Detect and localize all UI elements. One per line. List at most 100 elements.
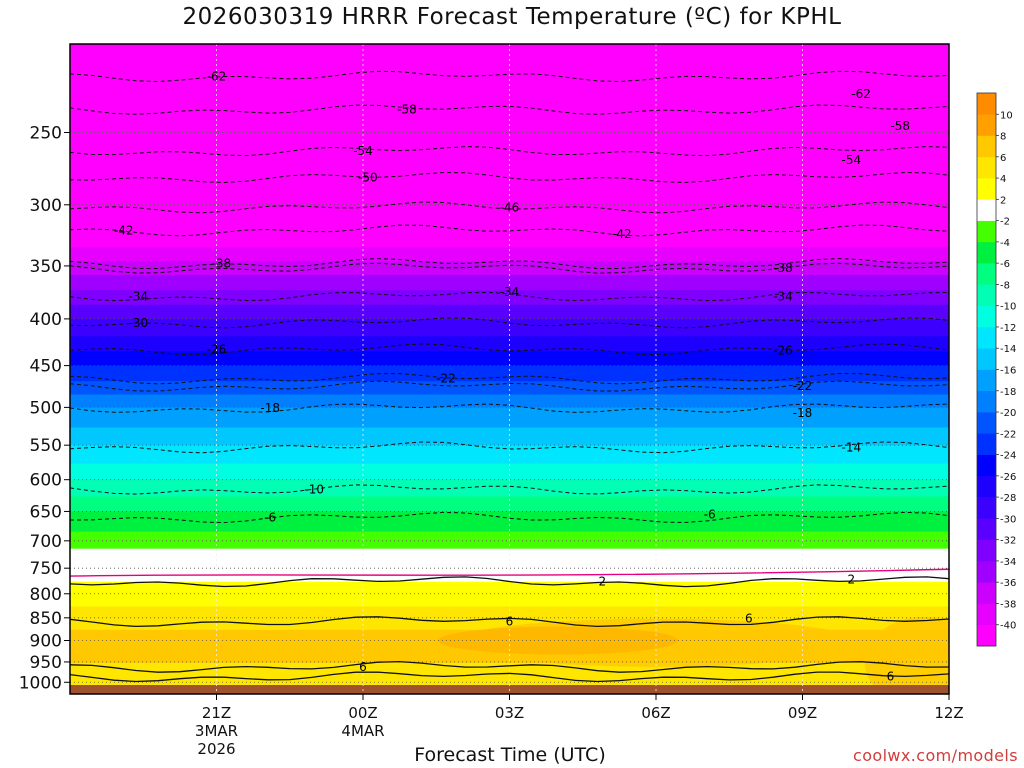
colorbar-bin xyxy=(977,326,996,349)
colorbar-label: -24 xyxy=(1000,451,1016,462)
colorbar-bin xyxy=(977,412,996,434)
temperature-band xyxy=(70,274,949,291)
colorbar-label: -16 xyxy=(1000,366,1016,377)
colorbar-label: -38 xyxy=(1000,599,1016,610)
contour-label: -54 xyxy=(353,144,373,158)
colorbar-bin xyxy=(977,348,996,370)
contour-label: -62 xyxy=(207,69,227,83)
colorbar-bin xyxy=(977,582,996,604)
contour-label: -14 xyxy=(842,440,862,454)
colorbar-label: 6 xyxy=(1000,153,1006,164)
temperature-band xyxy=(70,427,949,446)
y-tick-label: 500 xyxy=(30,398,62,418)
contour-line xyxy=(70,576,949,588)
x-tick-label: 06Z xyxy=(641,704,670,722)
contour-label: 6 xyxy=(359,660,367,674)
y-tick-label: 300 xyxy=(30,196,62,216)
contour-label: 6 xyxy=(887,670,895,684)
x-tick-label: 3MAR xyxy=(195,722,238,740)
colorbar-label: -4 xyxy=(1000,238,1010,249)
chart-title: 2026030319 HRRR Forecast Temperature (ºC… xyxy=(182,4,842,30)
colorbar-label: 2 xyxy=(1000,195,1006,206)
colorbar-bin xyxy=(977,220,996,243)
colorbar-label: -40 xyxy=(1000,621,1016,632)
colorbar-bin xyxy=(977,178,996,200)
temperature-band xyxy=(70,511,949,533)
colorbar-bin xyxy=(977,560,996,583)
colorbar-bin xyxy=(977,518,996,540)
colorbar-label: -34 xyxy=(1000,557,1016,568)
contour-label: -46 xyxy=(500,200,520,214)
contour-label: -6 xyxy=(704,507,716,521)
contour-label: -38 xyxy=(773,261,793,275)
y-tick-label: 550 xyxy=(30,436,62,456)
contour-label: -50 xyxy=(358,170,378,184)
contour-label: -6 xyxy=(264,510,276,524)
y-tick-label: 800 xyxy=(30,585,62,605)
contour-label: 6 xyxy=(745,611,753,625)
contour-line xyxy=(70,616,949,628)
contour-line xyxy=(70,70,949,83)
x-tick-label: 00Z xyxy=(348,704,377,722)
contour-label: -42 xyxy=(114,223,134,237)
contour-line xyxy=(70,372,949,385)
y-tick-label: 250 xyxy=(30,123,62,143)
temperature-band xyxy=(70,261,949,276)
contour-label: -26 xyxy=(207,342,227,356)
contour-label: -34 xyxy=(773,289,793,303)
colorbar-bin xyxy=(977,369,996,392)
contour-label: -42 xyxy=(612,227,632,241)
contour-line xyxy=(70,258,949,270)
x-tick-label: 03Z xyxy=(495,704,524,722)
y-tick-label: 400 xyxy=(30,310,62,330)
colorbar-label: -10 xyxy=(1000,302,1016,313)
colorbar-label: -12 xyxy=(1000,323,1016,334)
temperature-band xyxy=(70,381,949,396)
colorbar-bin xyxy=(977,603,996,626)
colorbar-bin xyxy=(977,539,996,562)
contour-label: -18 xyxy=(260,401,280,415)
contour-line xyxy=(70,660,949,673)
colorbar-label: -2 xyxy=(1000,217,1010,228)
temperature-band xyxy=(70,351,949,367)
contour-label: 2 xyxy=(848,573,856,587)
colorbar-bin xyxy=(977,390,996,413)
y-tick-label: 600 xyxy=(30,471,62,491)
colorbar-bin xyxy=(977,93,996,115)
colorbar-label: -20 xyxy=(1000,408,1016,419)
colorbar-label: -26 xyxy=(1000,472,1016,483)
temperature-band xyxy=(70,290,949,306)
contour-label: -22 xyxy=(793,379,813,393)
contour-label: -38 xyxy=(212,257,232,271)
colorbar-label: 4 xyxy=(1000,174,1006,185)
colorbar-label: -14 xyxy=(1000,344,1016,355)
contour-label: -54 xyxy=(842,153,862,167)
contour-line xyxy=(70,671,949,683)
temperature-band xyxy=(70,394,949,408)
temperature-field: -62-62-58-58-54-54-50-46-42 -42-38 -38-34-… xyxy=(70,44,949,694)
contour-label: -34 xyxy=(500,285,520,299)
colorbar-bin xyxy=(977,263,996,285)
credit-link[interactable]: coolwx.com/models xyxy=(853,746,1018,765)
y-tick-label: 350 xyxy=(30,257,62,277)
contour-label: 6 xyxy=(506,615,514,629)
colorbar-label: 8 xyxy=(1000,132,1006,143)
colorbar-label: -30 xyxy=(1000,514,1016,525)
contour-line xyxy=(70,380,949,392)
freezing-line xyxy=(70,568,949,577)
x-tick-label: 2026 xyxy=(197,740,235,758)
y-tick-label: 750 xyxy=(30,559,62,579)
contour-label: -22 xyxy=(436,372,456,386)
y-tick-label: 850 xyxy=(30,609,62,629)
temperature-band xyxy=(70,407,949,429)
contour-label: -18 xyxy=(793,406,813,420)
x-tick-label: 09Z xyxy=(788,704,817,722)
colorbar-bin xyxy=(977,497,996,519)
y-tick-label: 900 xyxy=(30,631,62,651)
colorbar-label: -8 xyxy=(1000,280,1010,291)
contour-label: -30 xyxy=(129,316,149,330)
colorbar-bin xyxy=(977,284,996,306)
colorbar-label: -18 xyxy=(1000,387,1016,398)
colorbar-label: -6 xyxy=(1000,259,1010,270)
